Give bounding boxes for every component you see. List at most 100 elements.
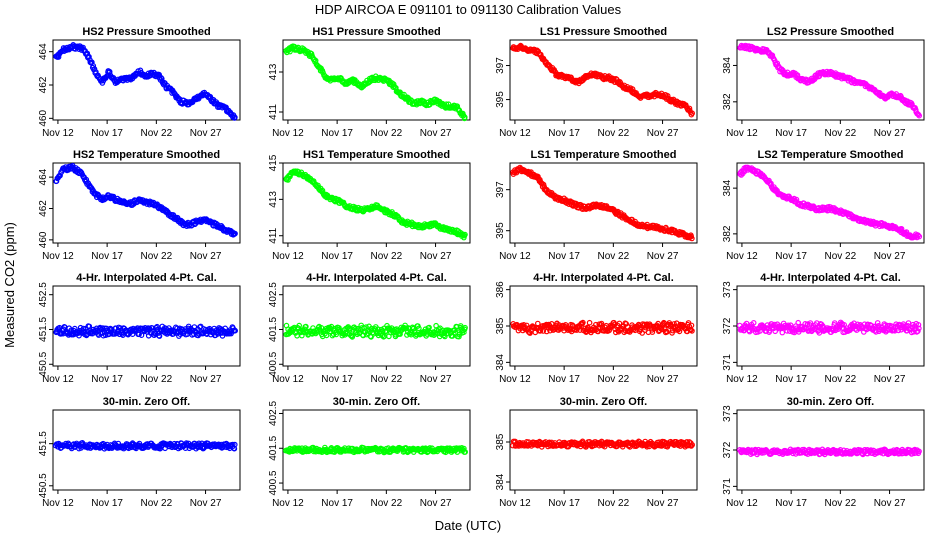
- x-tick-label: Nov 17: [548, 374, 580, 385]
- panel-2: HS1 Pressure Smoothed 411 413 Nov 12 Nov 17 N…: [268, 26, 471, 139]
- panel-9: 4-Hr. Interpolated 4-Pt. Cal. 450.5 451.5 4…: [38, 272, 241, 385]
- data-points: [510, 42, 696, 118]
- panel-title: 4-Hr. Interpolated 4-Pt. Cal.: [76, 272, 217, 284]
- x-tick-label: Nov 27: [874, 251, 906, 262]
- x-tick-label: Nov 17: [548, 498, 580, 509]
- data-points: [53, 41, 238, 121]
- plot-frame: [736, 39, 925, 121]
- y-tick-label: 411: [268, 227, 279, 243]
- x-axis-label: Date (UTC): [435, 518, 501, 533]
- plot-frame: [509, 162, 698, 244]
- panel-title: 4-Hr. Interpolated 4-Pt. Cal.: [760, 272, 901, 284]
- x-tick-label: Nov 27: [420, 128, 452, 139]
- data-point: [580, 319, 586, 326]
- y-tick-label: 401.5: [268, 317, 279, 342]
- data-point: [916, 448, 922, 455]
- y-tick-label: 373: [722, 405, 733, 422]
- data-point: [916, 325, 922, 332]
- x-tick-label: Nov 22: [597, 374, 629, 385]
- plot-frame: [282, 409, 471, 491]
- panel-15: 30-min. Zero Off. 384 385 Nov 12 Nov 17 Nov 2…: [495, 396, 698, 509]
- x-tick-label: Nov 22: [824, 251, 856, 262]
- x-tick-label: Nov 12: [726, 251, 758, 262]
- data-point: [689, 110, 696, 117]
- data-points: [510, 319, 695, 336]
- y-tick-label: 385: [495, 433, 506, 450]
- x-tick-label: Nov 17: [91, 374, 123, 385]
- plot-frame: [736, 162, 925, 244]
- data-points: [283, 43, 468, 122]
- data-points: [283, 322, 468, 340]
- y-tick-label: 400.5: [268, 351, 279, 376]
- panel-title: 30-min. Zero Off.: [560, 396, 647, 408]
- panel-grid: HS2 Pressure Smoothed 460 462 464 Nov 12 Nov …: [38, 26, 925, 509]
- panel-6: HS1 Temperature Smoothed 411 413 415 Nov 12 N…: [268, 149, 471, 262]
- plot-frame: [282, 39, 471, 121]
- plot-frame: [52, 39, 241, 121]
- x-tick-label: Nov 22: [140, 251, 172, 262]
- figure-title: HDP AIRCOA E 091101 to 091130 Calibratio…: [315, 2, 622, 17]
- data-point: [639, 330, 646, 336]
- y-tick-label: 464: [38, 168, 49, 185]
- data-point: [676, 328, 683, 335]
- data-point: [664, 93, 671, 99]
- data-point: [349, 334, 356, 340]
- y-tick-label: 462: [38, 200, 49, 217]
- y-tick-label: 462: [38, 76, 49, 93]
- data-point: [915, 321, 922, 328]
- x-tick-label: Nov 12: [499, 374, 531, 385]
- y-tick-label: 372: [722, 317, 733, 334]
- x-tick-label: Nov 12: [726, 374, 758, 385]
- x-tick-label: Nov 17: [775, 128, 807, 139]
- x-tick-label: Nov 17: [775, 374, 807, 385]
- data-point: [689, 328, 695, 334]
- panel-title: LS2 Pressure Smoothed: [767, 26, 894, 38]
- data-point: [301, 329, 307, 336]
- panel-title: 30-min. Zero Off.: [333, 396, 420, 408]
- panel-16: 30-min. Zero Off. 371 372 373 Nov 12 Nov 17 No…: [722, 396, 925, 509]
- y-tick-label: 386: [495, 281, 506, 298]
- panel-3: LS1 Pressure Smoothed 395 397 Nov 12 Nov 17 N…: [495, 26, 698, 139]
- data-points: [52, 439, 238, 452]
- x-tick-label: Nov 22: [824, 128, 856, 139]
- y-tick-label: 450.5: [38, 473, 49, 498]
- y-tick-label: 382: [722, 225, 733, 242]
- data-point: [527, 330, 533, 336]
- data-points: [282, 444, 469, 456]
- y-tick-label: 397: [495, 181, 506, 198]
- x-tick-label: Nov 17: [548, 128, 580, 139]
- data-point: [215, 331, 221, 337]
- data-point: [688, 322, 695, 329]
- data-point: [457, 323, 464, 329]
- data-point: [787, 322, 794, 329]
- data-point: [611, 76, 617, 82]
- plot-frame: [282, 285, 471, 367]
- y-tick-label: 451.5: [38, 317, 49, 342]
- panel-title: HS1 Pressure Smoothed: [312, 26, 440, 38]
- x-tick-label: Nov 22: [597, 251, 629, 262]
- data-point: [807, 320, 814, 326]
- y-tick-label: 413: [268, 63, 279, 80]
- y-tick-label: 372: [722, 441, 733, 458]
- x-tick-label: Nov 12: [272, 128, 304, 139]
- panel-10: 4-Hr. Interpolated 4-Pt. Cal. 400.5 401.5 4…: [268, 272, 471, 385]
- data-point: [898, 226, 905, 232]
- y-tick-label: 452.5: [38, 282, 49, 307]
- data-point: [462, 324, 468, 331]
- data-point: [461, 114, 468, 121]
- data-point: [232, 230, 238, 237]
- data-point: [540, 181, 547, 188]
- x-tick-label: Nov 22: [370, 498, 402, 509]
- x-tick-label: Nov 22: [824, 374, 856, 385]
- x-tick-label: Nov 12: [272, 374, 304, 385]
- panel-8: LS2 Temperature Smoothed 382 384 Nov 12 Nov …: [722, 149, 925, 262]
- data-point: [219, 333, 226, 339]
- x-tick-label: Nov 12: [726, 498, 758, 509]
- panel-12: 4-Hr. Interpolated 4-Pt. Cal. 371 372 373 No…: [722, 272, 925, 385]
- x-tick-label: Nov 17: [321, 251, 353, 262]
- data-point: [816, 330, 823, 336]
- x-tick-label: Nov 12: [499, 251, 531, 262]
- x-tick-label: Nov 22: [370, 374, 402, 385]
- data-point: [916, 112, 923, 119]
- data-point: [874, 320, 881, 326]
